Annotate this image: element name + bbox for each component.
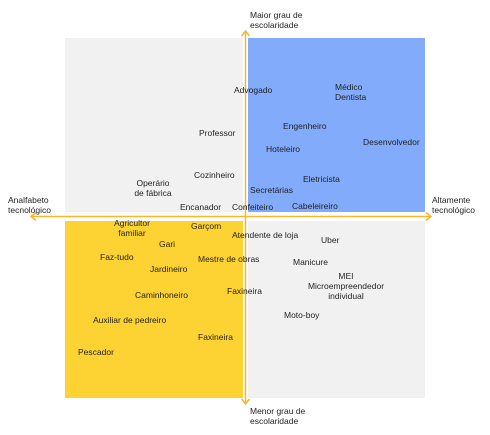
label-gari: Gari [159, 239, 176, 249]
label-atendente-loja: Atendente de loja [232, 230, 299, 240]
quadrant-top-left [65, 38, 243, 212]
arrow-up-icon [240, 29, 251, 37]
label-pescador: Pescador [78, 347, 114, 357]
label-manicure: Manicure [293, 257, 328, 267]
arrow-down-icon [240, 398, 251, 406]
label-uber: Uber [321, 235, 340, 245]
label-professor: Professor [199, 128, 236, 138]
label-desenvolvedor: Desenvolvedor [363, 137, 420, 147]
label-secretarias: Secretárias [250, 185, 293, 195]
label-auxiliar-pedreiro: Auxiliar de pedreiro [93, 315, 167, 325]
label-advogado: Advogado [234, 85, 273, 95]
label-mestre-obras: Mestre de obras [198, 254, 260, 264]
label-encanador: Encanador [180, 202, 222, 212]
label-faxineira-2: Faxineira [198, 332, 233, 342]
arrow-left-icon [29, 211, 37, 222]
label-moto-boy: Moto-boy [284, 310, 320, 320]
axis-label-top: Maior grau de escolaridade [250, 10, 303, 30]
label-operario-fabrica: Operário de fábrica [134, 178, 172, 198]
label-cozinheiro: Cozinheiro [194, 170, 235, 180]
axis-label-left: Analfabeto tecnológico [8, 195, 52, 215]
label-confeiteiro: Confeiteiro [232, 202, 274, 212]
axis-label-right: Altamente tecnológico [432, 195, 476, 215]
label-faxineira-1: Faxineira [227, 286, 262, 296]
label-mei: MEI Microempreendedor individual [307, 271, 385, 301]
label-caminhoneiro: Caminhoneiro [135, 290, 188, 300]
quadrant-top-right [248, 38, 425, 212]
quadrant-bottom-right [248, 221, 425, 398]
label-cabeleireiro: Cabeleireiro [292, 201, 338, 211]
quadrant-bottom-left [65, 221, 243, 398]
label-garcom: Garçom [191, 221, 222, 231]
arrow-right-icon [425, 211, 433, 222]
label-hoteleiro: Hoteleiro [266, 144, 301, 154]
label-agricultor-familiar: Agricultor familiar [114, 218, 150, 238]
axis-label-bottom: Menor grau de escolaridade [250, 406, 306, 426]
label-engenheiro: Engenheiro [283, 121, 327, 131]
label-eletricista: Eletricista [303, 174, 340, 184]
label-jardineiro: Jardineiro [150, 264, 188, 274]
label-faz-tudo: Faz-tudo [100, 252, 134, 262]
label-medico-dentista: Médico Dentista [335, 82, 367, 102]
